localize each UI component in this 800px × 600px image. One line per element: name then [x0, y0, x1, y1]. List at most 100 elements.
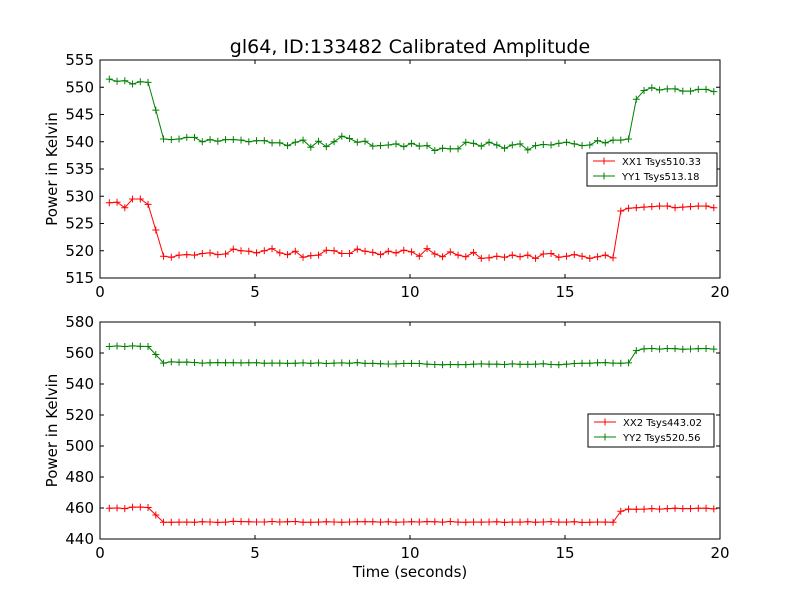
data-point	[702, 85, 710, 93]
data-point	[260, 359, 268, 367]
data-point	[710, 345, 718, 353]
data-point	[160, 359, 168, 367]
data-point	[353, 138, 361, 146]
data-point	[431, 146, 439, 154]
data-point	[229, 359, 237, 367]
data-point	[516, 253, 524, 261]
data-point	[601, 251, 609, 259]
x-axis-label: Time (seconds)	[352, 563, 468, 581]
data-point	[617, 507, 625, 515]
data-point	[671, 504, 679, 512]
data-point	[276, 359, 284, 367]
data-point	[245, 359, 253, 367]
data-point	[570, 140, 578, 148]
data-point	[198, 249, 206, 257]
data-point	[539, 518, 547, 526]
data-point	[175, 251, 183, 259]
data-point	[493, 141, 501, 149]
data-point	[253, 359, 261, 367]
data-point	[501, 144, 509, 152]
data-point	[214, 137, 222, 145]
legend-box	[587, 413, 715, 448]
data-point	[206, 518, 214, 526]
data-point	[229, 517, 237, 525]
data-point	[198, 359, 206, 367]
data-point	[563, 518, 571, 526]
data-point	[214, 359, 222, 367]
data-point	[175, 518, 183, 526]
data-point	[679, 345, 687, 353]
data-point	[191, 518, 199, 526]
data-point	[694, 202, 702, 210]
data-point	[136, 78, 144, 86]
series-2	[105, 75, 718, 154]
data-point	[198, 138, 206, 146]
data-point	[245, 518, 253, 526]
legend-entry: YY1 Tsys513.18	[593, 172, 700, 183]
data-point	[648, 345, 656, 353]
data-point	[338, 132, 346, 140]
data-point	[353, 359, 361, 367]
data-point	[322, 518, 330, 526]
data-point	[113, 198, 121, 206]
data-point	[640, 345, 648, 353]
data-point	[516, 140, 524, 148]
data-point	[268, 139, 276, 147]
data-point	[206, 249, 214, 257]
data-point	[625, 505, 633, 513]
data-point	[454, 518, 462, 526]
data-point	[493, 252, 501, 260]
data-point	[555, 361, 563, 369]
data-point	[710, 204, 718, 212]
data-point	[687, 345, 695, 353]
data-point	[315, 251, 323, 259]
data-point	[462, 361, 470, 369]
data-point	[694, 504, 702, 512]
data-point	[408, 248, 416, 256]
data-point	[524, 251, 532, 259]
subplot-1: 0 5 10 15 20 515 520 525 530 535 540 545 550 555 Power…	[43, 51, 730, 301]
data-point	[384, 518, 392, 526]
data-point	[129, 342, 137, 350]
y-tick-label: 480	[65, 468, 94, 486]
data-point	[144, 200, 152, 208]
data-point	[222, 518, 230, 526]
data-point	[446, 360, 454, 368]
x-tick-label: 0	[95, 544, 105, 562]
data-point	[183, 133, 191, 141]
data-point	[144, 504, 152, 512]
data-point	[532, 360, 540, 368]
x-tick-label: 20	[710, 283, 729, 301]
data-point	[702, 504, 710, 512]
data-point	[462, 138, 470, 146]
data-point	[183, 251, 191, 259]
data-point	[353, 245, 361, 253]
data-point	[415, 360, 423, 368]
data-point	[400, 360, 408, 368]
data-point	[524, 360, 532, 368]
data-point	[291, 359, 299, 367]
data-point	[477, 254, 485, 262]
data-point	[663, 202, 671, 210]
data-point	[330, 138, 338, 146]
data-point	[694, 345, 702, 353]
y-tick-label: 535	[65, 160, 94, 178]
y-tick-label: 580	[65, 313, 94, 331]
legend-marker	[601, 433, 609, 441]
data-point	[408, 359, 416, 367]
data-point	[384, 141, 392, 149]
data-point	[663, 345, 671, 353]
data-point	[594, 137, 602, 145]
data-point	[547, 518, 555, 526]
x-tick-label: 10	[400, 283, 419, 301]
x-tick-label: 5	[250, 283, 260, 301]
data-point	[167, 136, 175, 144]
data-point	[671, 345, 679, 353]
data-point	[601, 359, 609, 367]
data-point	[594, 518, 602, 526]
data-point	[330, 247, 338, 255]
x-tick-label: 20	[710, 544, 729, 562]
data-point	[446, 248, 454, 256]
data-point	[617, 207, 625, 215]
data-point	[105, 342, 113, 350]
